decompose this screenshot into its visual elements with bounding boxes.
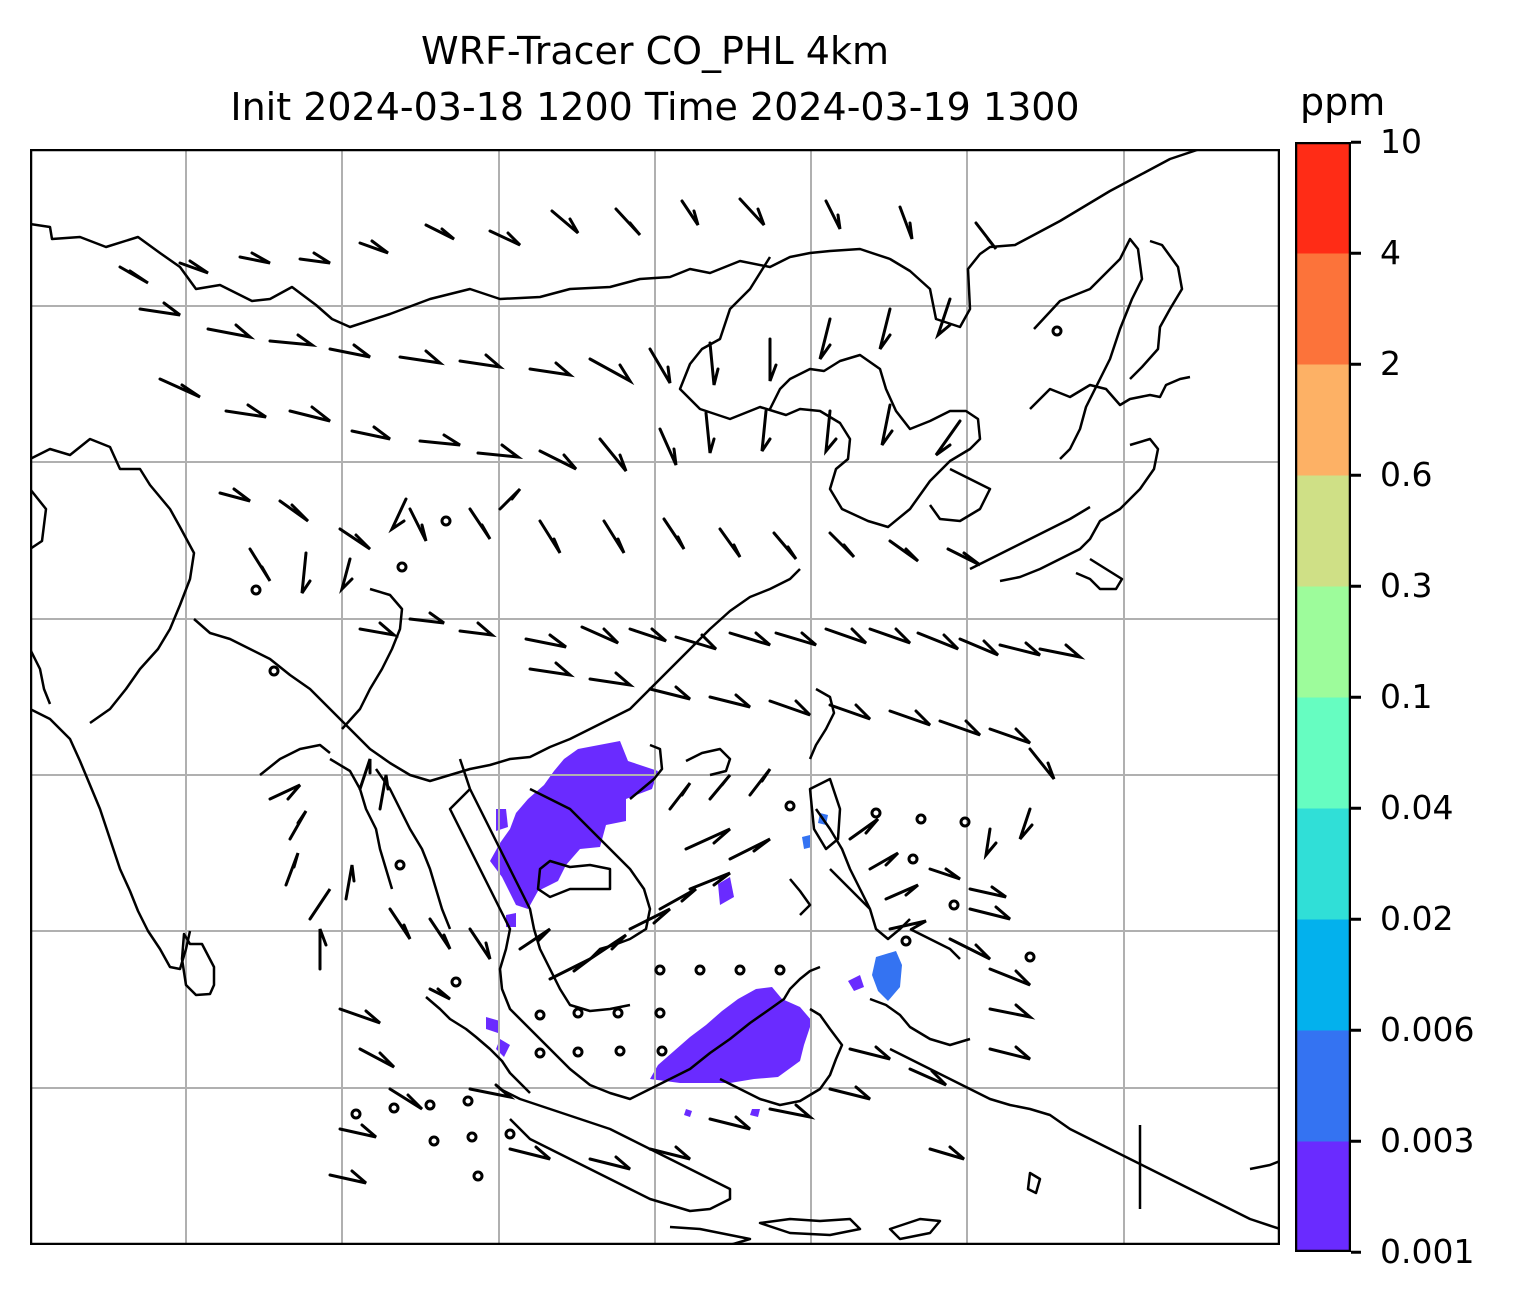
calm-wind-markers <box>250 325 1063 1182</box>
colorbar-tick-label: 0.1 <box>1380 677 1433 716</box>
colorbar-tick-label: 0.3 <box>1380 566 1433 605</box>
map-border <box>30 149 1280 1245</box>
colorbar-tick-mark <box>1351 806 1361 810</box>
figure-title-line-1: WRF-Tracer CO_PHL 4km <box>421 29 889 73</box>
colorbar-tick-mark <box>1351 917 1361 921</box>
colorbar-tick-mark <box>1351 473 1361 477</box>
coastlines-and-borders <box>30 149 1280 1245</box>
colorbar-segment <box>1295 253 1351 365</box>
colorbar-tick-label: 0.6 <box>1380 455 1433 494</box>
colorbar-segment <box>1295 919 1351 1031</box>
colorbar-segment <box>1295 586 1351 698</box>
colorbar-frame <box>1295 142 1351 1252</box>
colorbar-segment <box>1295 475 1351 587</box>
colorbar-tick-label: 0.04 <box>1380 788 1454 827</box>
colorbar-segment <box>1295 808 1351 920</box>
colorbar-segment <box>1295 1030 1351 1142</box>
colorbar <box>1295 142 1351 1252</box>
colorbar-tick-mark <box>1351 251 1361 255</box>
colorbar-segment <box>1295 142 1351 254</box>
colorbar-tick-mark <box>1351 695 1361 699</box>
map-gridlines <box>30 149 1280 1245</box>
wind-barbs <box>118 197 1086 1185</box>
colorbar-tick-mark <box>1351 584 1361 588</box>
colorbar-tick-label: 2 <box>1380 344 1401 383</box>
colorbar-tick-mark <box>1351 362 1361 366</box>
colorbar-tick-label: 4 <box>1380 233 1401 272</box>
colorbar-units-label: ppm <box>1300 80 1386 124</box>
colorbar-segment <box>1295 697 1351 809</box>
co-tracer-plumes-secondary <box>802 813 902 1001</box>
colorbar-tick-label: 0.003 <box>1380 1121 1475 1160</box>
colorbar-tick-label: 0.006 <box>1380 1010 1475 1049</box>
colorbar-tick-mark <box>1351 140 1361 144</box>
colorbar-tick-mark <box>1351 1250 1361 1254</box>
colorbar-segment <box>1295 364 1351 476</box>
colorbar-segment <box>1295 1141 1351 1252</box>
figure-title-line-2: Init 2024-03-18 1200 Time 2024-03-19 130… <box>230 85 1080 129</box>
colorbar-tick-label: 0.02 <box>1380 899 1454 938</box>
colorbar-tick-label: 10 <box>1380 122 1422 161</box>
colorbar-tick-label: 0.001 <box>1380 1232 1475 1271</box>
colorbar-tick-mark <box>1351 1028 1361 1032</box>
map-panel <box>30 149 1280 1245</box>
colorbar-tick-mark <box>1351 1139 1361 1143</box>
